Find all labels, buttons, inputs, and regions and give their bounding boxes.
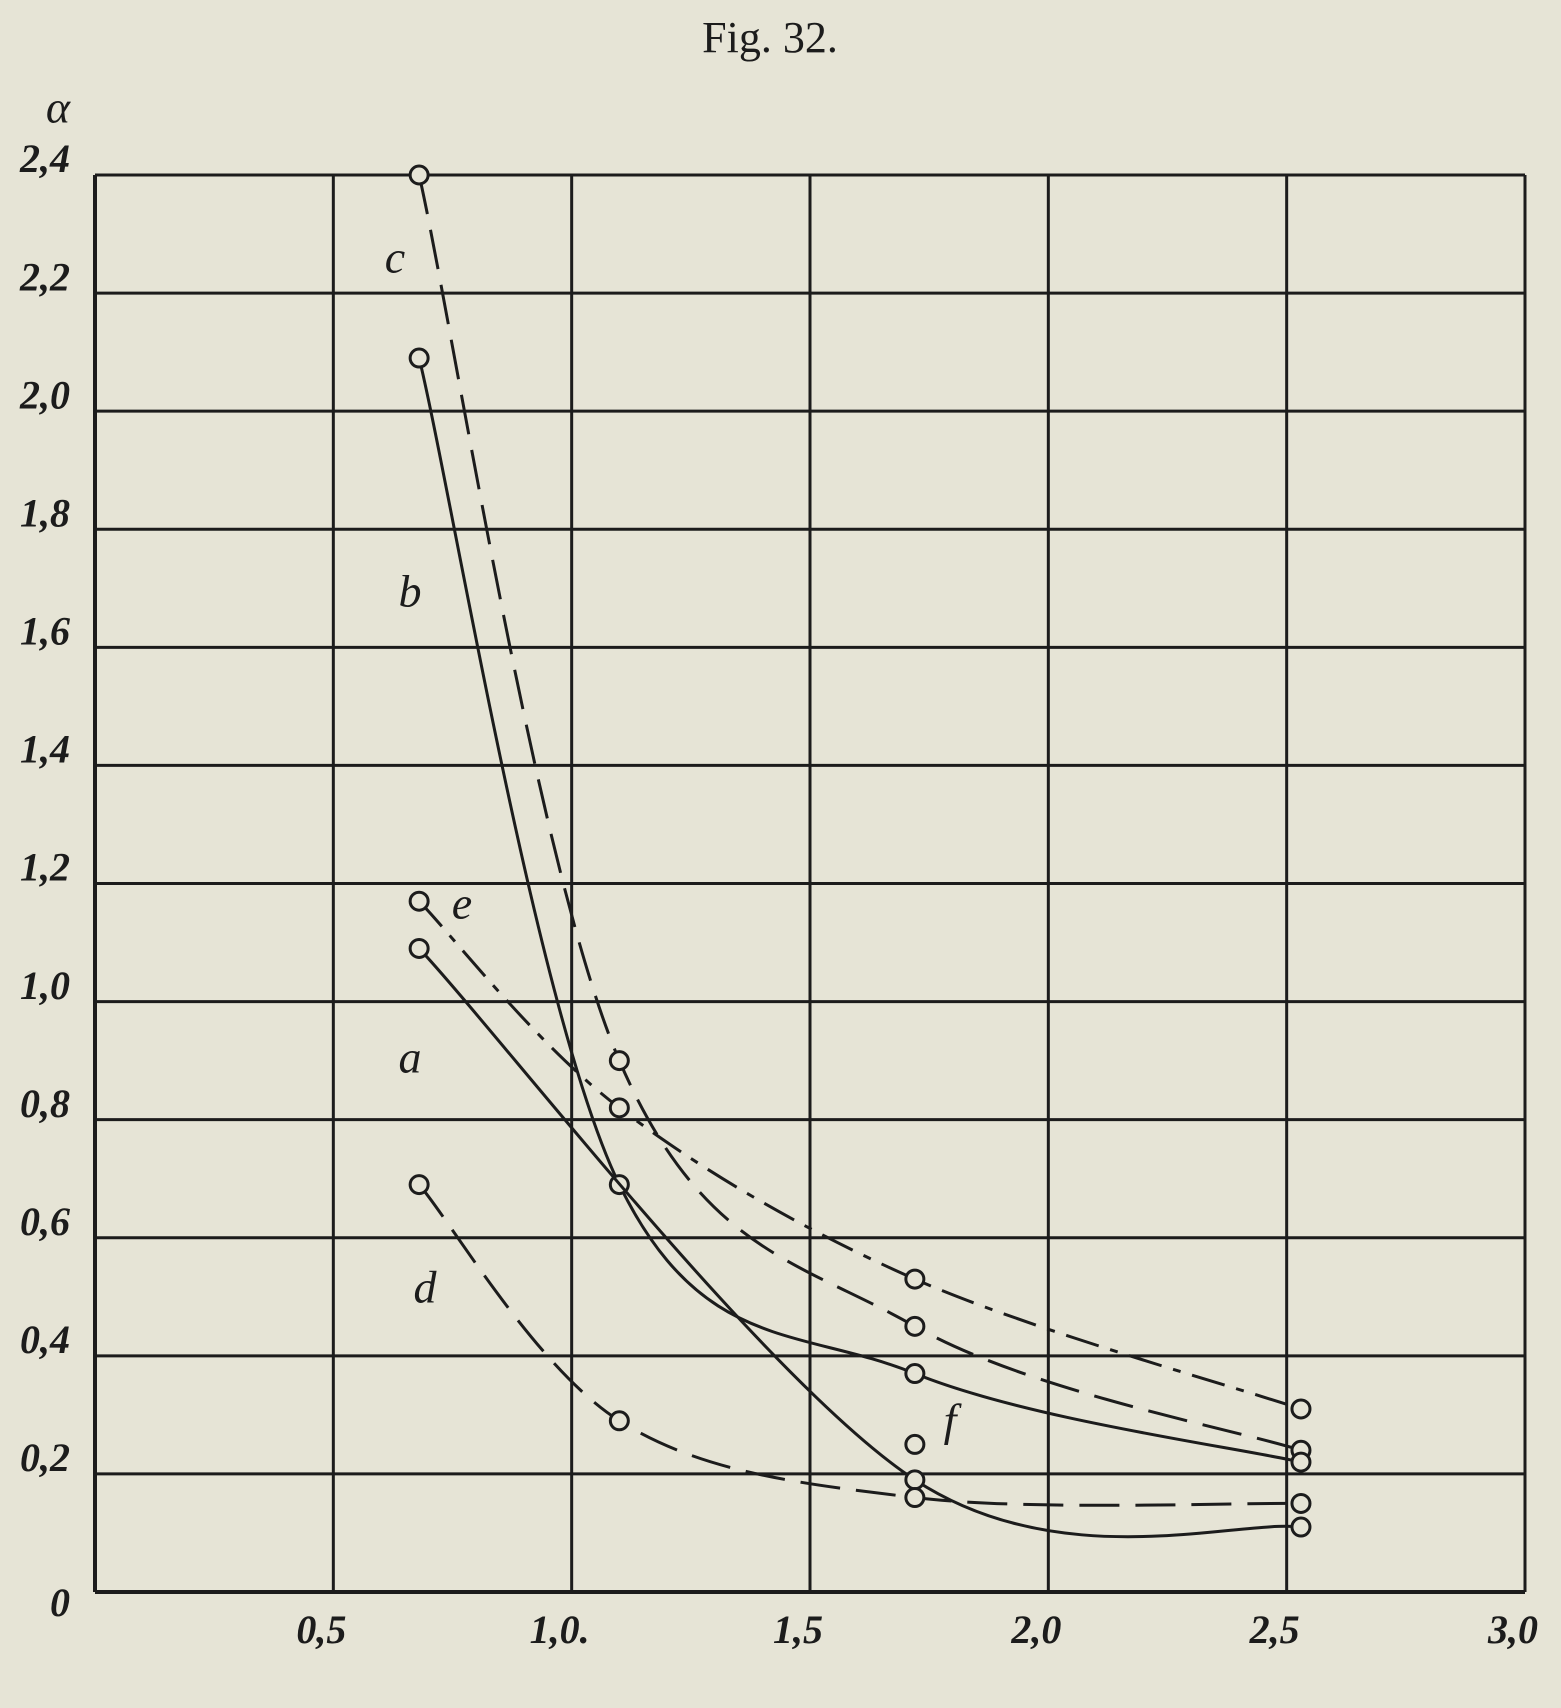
y-tick-label: 2,0 (19, 372, 70, 417)
data-point (408, 890, 430, 912)
data-point (608, 1050, 630, 1072)
y-tick-label: 1,6 (20, 609, 70, 654)
y-tick-label: 0,2 (20, 1435, 70, 1480)
data-point (408, 347, 430, 369)
data-point (904, 1487, 926, 1509)
data-point (408, 164, 430, 186)
data-point (1290, 1398, 1312, 1420)
data-point (904, 1363, 926, 1385)
y-tick-label: 1,0 (20, 963, 70, 1008)
data-point (904, 1268, 926, 1290)
curve-label: a (399, 1032, 422, 1083)
data-point (408, 937, 430, 959)
y-tick-label: 0 (50, 1580, 70, 1625)
data-point (1290, 1492, 1312, 1514)
curve (418, 947, 1302, 1539)
curve-label: f (944, 1395, 963, 1446)
x-tick-label: 3,0 (1487, 1607, 1538, 1652)
curve (417, 1183, 1301, 1507)
data-point (904, 1315, 926, 1337)
data-point (904, 1469, 926, 1491)
curve-label: e (452, 878, 472, 929)
x-tick-label: 2,0 (1010, 1607, 1061, 1652)
x-tick-label: 1,0. (530, 1607, 590, 1652)
y-tick-label: 1,2 (20, 845, 70, 890)
y-tick-label: 1,8 (20, 490, 70, 535)
data-point (408, 1174, 430, 1196)
curve-label: d (414, 1262, 438, 1313)
y-tick-label: 2,2 (19, 254, 70, 299)
y-tick-label: 0,4 (20, 1317, 70, 1362)
y-tick-label: 0,6 (20, 1199, 70, 1244)
curve (417, 357, 1302, 1464)
y-tick-label: 1,4 (20, 727, 70, 772)
x-tick-label: 0,5 (296, 1607, 346, 1652)
data-point (608, 1097, 630, 1119)
y-tick-label: 2,4 (19, 136, 70, 181)
data-point (1290, 1451, 1312, 1473)
data-point (904, 1433, 926, 1455)
y-axis-label: α (46, 82, 71, 133)
data-point (1290, 1516, 1312, 1538)
curve (418, 900, 1302, 1411)
curve-label: b (399, 566, 422, 617)
data-point (608, 1410, 630, 1432)
y-tick-label: 0,8 (20, 1081, 70, 1126)
curve (417, 174, 1302, 1452)
x-tick-label: 2,5 (1249, 1607, 1300, 1652)
x-tick-label: 1,5 (773, 1607, 823, 1652)
chart-title: Fig. 32. (702, 13, 838, 62)
curve-label: c (385, 232, 405, 283)
